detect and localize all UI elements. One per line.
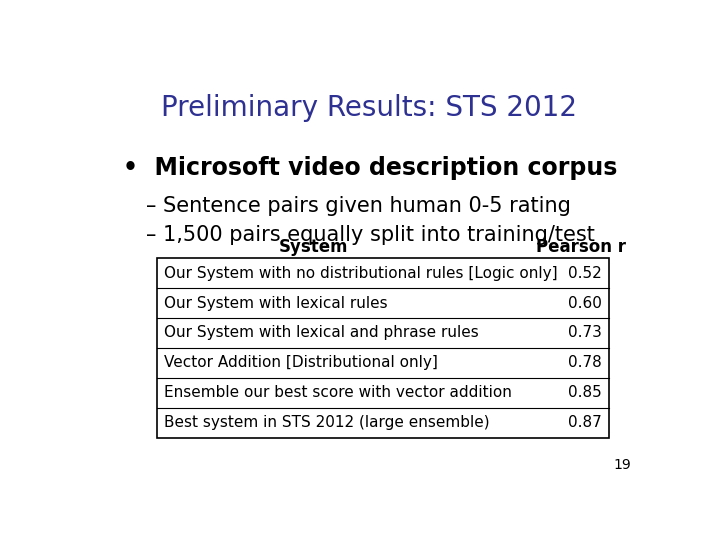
Text: 0.52: 0.52 bbox=[569, 266, 602, 281]
Text: Our System with lexical and phrase rules: Our System with lexical and phrase rules bbox=[163, 326, 478, 341]
Text: 0.73: 0.73 bbox=[568, 326, 602, 341]
Text: Our System with lexical rules: Our System with lexical rules bbox=[163, 295, 387, 310]
Text: 0.87: 0.87 bbox=[569, 415, 602, 430]
Text: Vector Addition [Distributional only]: Vector Addition [Distributional only] bbox=[163, 355, 438, 370]
Text: 0.85: 0.85 bbox=[569, 386, 602, 400]
Text: System: System bbox=[279, 238, 348, 256]
Text: 0.60: 0.60 bbox=[568, 295, 602, 310]
Text: – 1,500 pairs equally split into training/test: – 1,500 pairs equally split into trainin… bbox=[145, 225, 595, 245]
Text: Ensemble our best score with vector addition: Ensemble our best score with vector addi… bbox=[163, 386, 511, 400]
Text: – Sentence pairs given human 0-5 rating: – Sentence pairs given human 0-5 rating bbox=[145, 196, 571, 216]
Text: •  Microsoft video description corpus: • Microsoft video description corpus bbox=[124, 156, 618, 180]
Bar bbox=[157, 258, 609, 438]
Text: Our System with no distributional rules [Logic only]: Our System with no distributional rules … bbox=[163, 266, 557, 281]
Text: 0.78: 0.78 bbox=[569, 355, 602, 370]
Text: Best system in STS 2012 (large ensemble): Best system in STS 2012 (large ensemble) bbox=[163, 415, 490, 430]
Text: Pearson r: Pearson r bbox=[536, 238, 626, 256]
Text: Preliminary Results: STS 2012: Preliminary Results: STS 2012 bbox=[161, 94, 577, 122]
Text: 19: 19 bbox=[613, 458, 631, 472]
